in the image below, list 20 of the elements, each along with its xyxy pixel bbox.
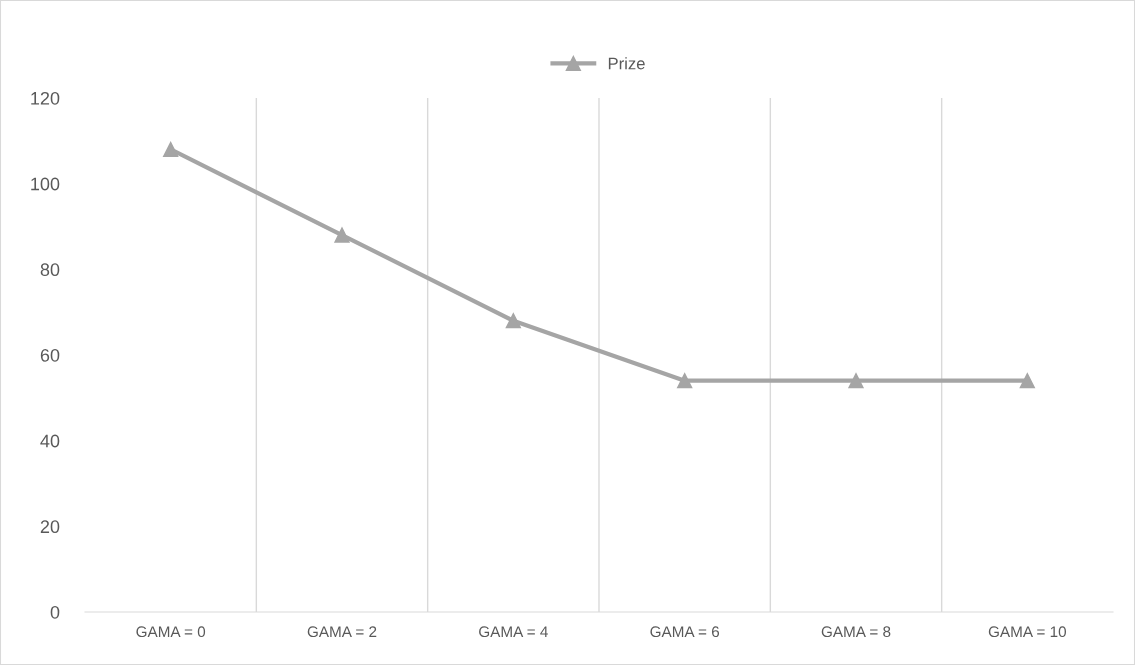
x-tick-label: GAMA = 8 xyxy=(821,626,891,638)
point xyxy=(505,313,521,329)
point xyxy=(334,227,350,243)
x-tick-label: GAMA = 6 xyxy=(650,626,720,638)
y-tick-label: 60 xyxy=(40,348,60,362)
x-tick-label: GAMA = 4 xyxy=(479,626,548,638)
y-tick-label: 0 xyxy=(50,605,60,619)
y-tick-label: 40 xyxy=(40,434,60,448)
y-tick-label: 20 xyxy=(40,520,60,534)
y-tick-label: 100 xyxy=(31,177,60,191)
x-tick-label: GAMA = 0 xyxy=(136,626,206,638)
y-tick-label: 120 xyxy=(31,91,60,105)
legend-label: Prize xyxy=(608,57,645,70)
x-tick-label: GAMA = 2 xyxy=(307,626,377,638)
point xyxy=(163,141,179,158)
point xyxy=(848,373,864,389)
y-tick-label: 80 xyxy=(40,263,60,277)
point xyxy=(1019,373,1035,389)
x-tick-label: GAMA = 10 xyxy=(988,626,1067,638)
point xyxy=(677,373,693,389)
